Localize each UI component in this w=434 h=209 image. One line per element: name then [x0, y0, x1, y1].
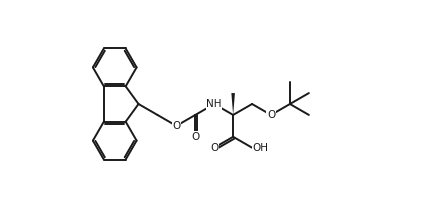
Text: O: O	[172, 121, 181, 131]
Polygon shape	[231, 93, 235, 115]
Text: OH: OH	[252, 143, 268, 153]
Text: O: O	[267, 110, 275, 120]
Text: O: O	[191, 132, 200, 142]
Text: O: O	[210, 143, 218, 153]
Text: NH: NH	[207, 99, 222, 109]
